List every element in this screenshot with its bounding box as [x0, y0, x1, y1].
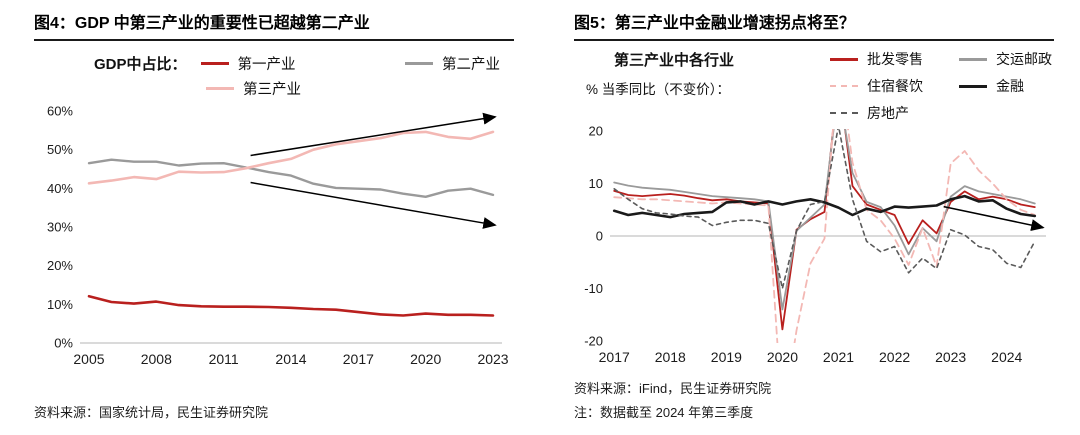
figure5-title-underline — [574, 39, 1054, 41]
svg-text:10%: 10% — [47, 297, 73, 312]
legend-label: 住宿餐饮 — [867, 78, 923, 94]
figure5-footer: 资料来源：iFind，民生证券研究院 注：数据截至 2024 年第三季度 — [574, 379, 1054, 423]
finance-line-swatch — [959, 84, 987, 88]
figure5-note: 注：数据截至 2024 年第三季度 — [574, 405, 754, 420]
figure5-legend: 批发零售 交运邮政 住宿餐饮 金融 房地产 — [830, 49, 1052, 123]
svg-text:30%: 30% — [47, 220, 73, 235]
svg-text:2008: 2008 — [141, 351, 172, 367]
real-estate-line-swatch — [830, 112, 858, 114]
figure4-legend-caption: GDP中占比： — [94, 56, 187, 73]
legend-label: 房地产 — [867, 105, 909, 121]
svg-text:60%: 60% — [47, 104, 73, 119]
figure4-panel: 图4：GDP 中第三产业的重要性已超越第二产业 GDP中占比： 第一产业 第二产… — [0, 8, 540, 435]
svg-text:-10: -10 — [584, 281, 603, 296]
legend-item-transport-postal: 交运邮政 — [959, 49, 1052, 69]
legend-label: 第三产业 — [243, 82, 301, 98]
legend-label: 金融 — [996, 78, 1024, 94]
svg-text:2017: 2017 — [599, 349, 630, 365]
legend-label: 交运邮政 — [996, 51, 1052, 67]
gdp-share-chart: 0% 10% 20% 30% 40% 50% 60% 2005 2008 2011 2014 2017… — [47, 104, 509, 368]
svg-text:20: 20 — [589, 125, 603, 139]
svg-text:2018: 2018 — [655, 349, 686, 365]
svg-text:2023: 2023 — [477, 351, 508, 367]
figure4-title: 图4：GDP 中第三产业的重要性已超越第二产业 — [34, 15, 370, 32]
figure5-title: 图5：第三产业中金融业增速拐点将至？ — [574, 15, 855, 32]
svg-text:2020: 2020 — [767, 349, 798, 365]
svg-text:2014: 2014 — [275, 351, 306, 367]
accommodation-catering-line-swatch — [830, 85, 858, 87]
figure5-panel: 图5：第三产业中金融业增速拐点将至？ 第三产业中各行业 % 当季同比（不变价）：… — [540, 8, 1080, 435]
svg-text:2020: 2020 — [410, 351, 441, 367]
svg-text:2005: 2005 — [73, 351, 104, 367]
transport-postal-line-swatch — [959, 57, 987, 61]
legend-label: 第一产业 — [237, 57, 296, 73]
svg-text:-20: -20 — [584, 334, 603, 349]
svg-text:20%: 20% — [47, 258, 73, 273]
legend-item-secondary-industry: 第二产业 — [405, 53, 500, 74]
legend-item-wholesale-retail: 批发零售 — [830, 49, 923, 69]
svg-text:40%: 40% — [47, 181, 73, 196]
figure5-chart-header: 第三产业中各行业 % 当季同比（不变价）： 批发零售 交运邮政 住宿餐饮 — [574, 49, 1054, 123]
svg-text:2022: 2022 — [879, 349, 910, 365]
primary-industry-line-swatch — [200, 62, 229, 65]
figure4-legend-row2: 第三产业 — [34, 76, 514, 101]
legend-item-accommodation-catering: 住宿餐饮 — [830, 76, 923, 96]
legend-item-finance: 金融 — [959, 76, 1052, 96]
legend-item-real-estate: 房地产 — [830, 103, 923, 123]
figure4-legend-row1: GDP中占比： 第一产业 第二产业 — [34, 51, 514, 76]
figure4-title-underline — [34, 39, 514, 41]
svg-text:10: 10 — [589, 176, 603, 191]
figure4-legend: GDP中占比： 第一产业 第二产业 第三产业 — [34, 51, 514, 101]
legend-item-tertiary-industry: 第三产业 — [206, 78, 301, 99]
legend-label: 第二产业 — [442, 57, 500, 73]
svg-text:2011: 2011 — [209, 351, 239, 367]
figure5-source: 资料来源：iFind，民生证券研究院 — [574, 381, 772, 396]
svg-text:50%: 50% — [47, 142, 73, 157]
figure5-yaxis-label: % 当季同比（不变价）： — [586, 82, 731, 97]
legend-label: 批发零售 — [867, 51, 923, 67]
figure4-footer: 资料来源：国家统计局，民生证券研究院 — [34, 403, 514, 423]
svg-text:0: 0 — [596, 229, 603, 244]
svg-text:2021: 2021 — [823, 349, 854, 365]
svg-text:0%: 0% — [54, 336, 73, 351]
wholesale-retail-line-swatch — [830, 57, 858, 61]
svg-text:2023: 2023 — [935, 349, 966, 365]
secondary-industry-line-swatch — [405, 62, 433, 65]
figure5-chart-title: 第三产业中各行业 — [614, 52, 735, 69]
tertiary-industry-line-swatch — [206, 87, 234, 90]
svg-text:2024: 2024 — [991, 349, 1022, 365]
svg-text:2019: 2019 — [711, 349, 742, 365]
legend-item-primary-industry: 第一产业 — [200, 53, 296, 74]
figure5-chart-titles: 第三产业中各行业 % 当季同比（不变价）： — [586, 49, 734, 98]
figure4-source: 资料来源：国家统计局，民生证券研究院 — [34, 405, 269, 420]
svg-text:2017: 2017 — [343, 351, 374, 367]
